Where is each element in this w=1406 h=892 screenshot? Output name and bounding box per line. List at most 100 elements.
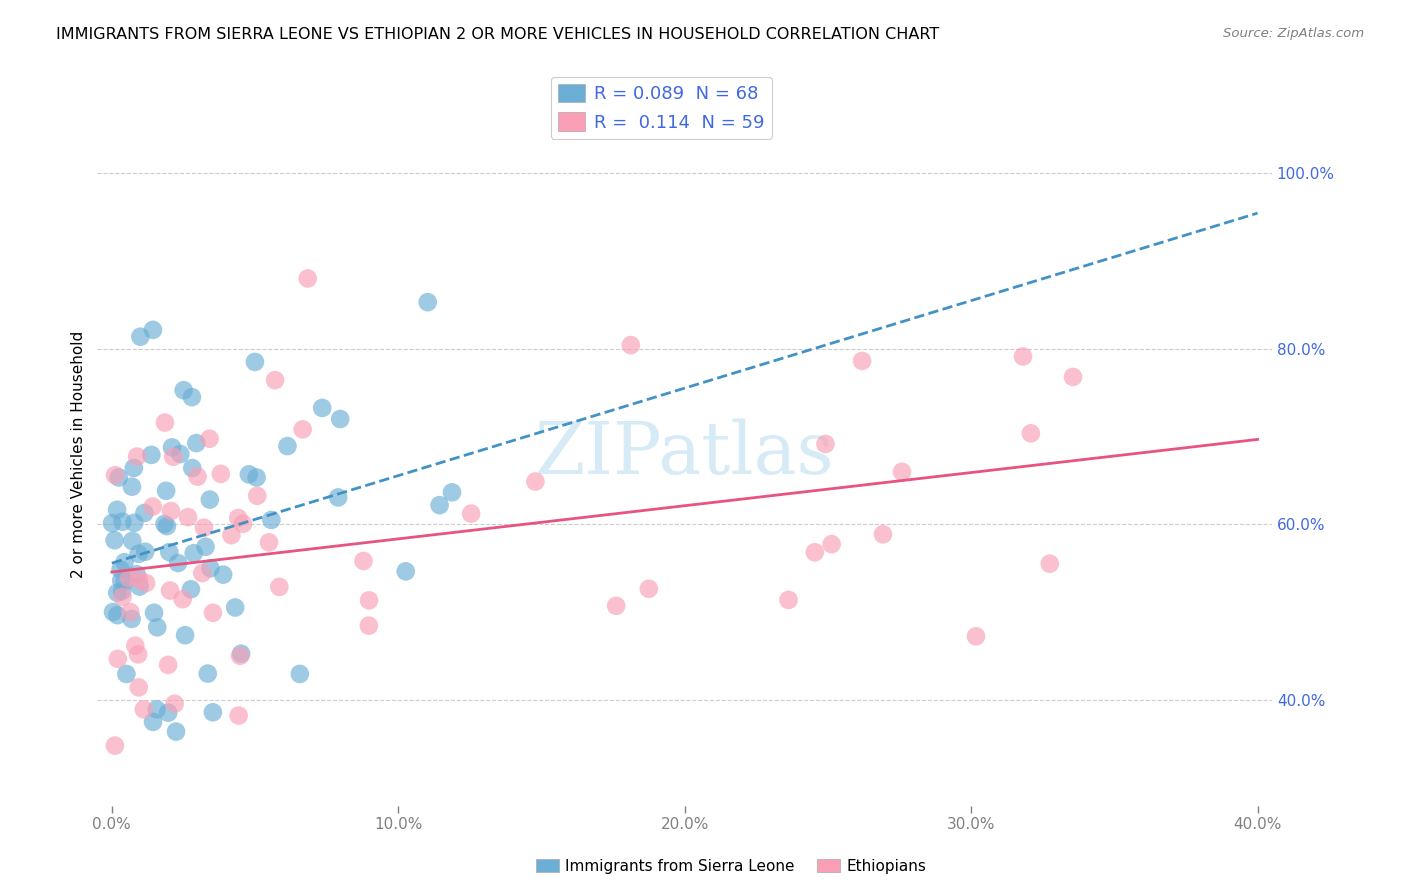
Immigrants from Sierra Leone: [395, 565, 418, 579]
Ethiopians: [965, 629, 987, 643]
Immigrants from Sierra Leone: [429, 498, 451, 512]
Immigrants from Sierra Leone: [440, 485, 463, 500]
Ethiopians: [232, 516, 254, 531]
Ethiopians: [226, 511, 249, 525]
Immigrants from Sierra Leone: [115, 667, 138, 681]
Ethiopians: [821, 537, 844, 551]
Immigrants from Sierra Leone: [111, 515, 134, 529]
Immigrants from Sierra Leone: [224, 600, 246, 615]
Ethiopians: [357, 618, 380, 632]
Immigrants from Sierra Leone: [165, 724, 187, 739]
Ethiopians: [124, 639, 146, 653]
Immigrants from Sierra Leone: [114, 574, 136, 589]
Immigrants from Sierra Leone: [180, 582, 202, 597]
Immigrants from Sierra Leone: [121, 612, 143, 626]
Ethiopians: [111, 590, 134, 604]
Ethiopians: [353, 554, 375, 568]
Ethiopians: [524, 475, 547, 489]
Immigrants from Sierra Leone: [155, 483, 177, 498]
Ethiopians: [872, 527, 894, 541]
Immigrants from Sierra Leone: [146, 620, 169, 634]
Ethiopians: [162, 450, 184, 464]
Ethiopians: [891, 465, 914, 479]
Ethiopians: [127, 648, 149, 662]
Text: ZIPatlas: ZIPatlas: [534, 419, 835, 490]
Ethiopians: [814, 437, 837, 451]
Immigrants from Sierra Leone: [288, 667, 311, 681]
Immigrants from Sierra Leone: [186, 436, 208, 450]
Immigrants from Sierra Leone: [103, 533, 125, 548]
Immigrants from Sierra Leone: [260, 513, 283, 527]
Immigrants from Sierra Leone: [122, 461, 145, 475]
Ethiopians: [153, 416, 176, 430]
Immigrants from Sierra Leone: [101, 605, 124, 619]
Immigrants from Sierra Leone: [167, 556, 190, 570]
Ethiopians: [193, 521, 215, 535]
Ethiopians: [201, 606, 224, 620]
Ethiopians: [160, 504, 183, 518]
Ethiopians: [128, 681, 150, 695]
Ethiopians: [128, 573, 150, 587]
Immigrants from Sierra Leone: [243, 355, 266, 369]
Ethiopians: [357, 593, 380, 607]
Ethiopians: [605, 599, 627, 613]
Ethiopians: [107, 652, 129, 666]
Legend: R = 0.089  N = 68, R =  0.114  N = 59: R = 0.089 N = 68, R = 0.114 N = 59: [551, 77, 772, 139]
Immigrants from Sierra Leone: [201, 706, 224, 720]
Immigrants from Sierra Leone: [129, 329, 152, 343]
Immigrants from Sierra Leone: [328, 491, 350, 505]
Immigrants from Sierra Leone: [124, 516, 146, 530]
Immigrants from Sierra Leone: [311, 401, 333, 415]
Ethiopians: [120, 605, 142, 619]
Ethiopians: [118, 571, 141, 585]
Immigrants from Sierra Leone: [183, 546, 205, 560]
Immigrants from Sierra Leone: [141, 448, 163, 462]
Ethiopians: [135, 576, 157, 591]
Immigrants from Sierra Leone: [143, 606, 166, 620]
Immigrants from Sierra Leone: [128, 580, 150, 594]
Immigrants from Sierra Leone: [181, 461, 204, 475]
Immigrants from Sierra Leone: [107, 608, 129, 623]
Immigrants from Sierra Leone: [238, 467, 260, 482]
Ethiopians: [1062, 370, 1084, 384]
Ethiopians: [177, 510, 200, 524]
Immigrants from Sierra Leone: [229, 647, 252, 661]
Immigrants from Sierra Leone: [329, 412, 352, 426]
Ethiopians: [257, 535, 280, 549]
Immigrants from Sierra Leone: [125, 567, 148, 582]
Immigrants from Sierra Leone: [200, 561, 222, 575]
Immigrants from Sierra Leone: [157, 545, 180, 559]
Immigrants from Sierra Leone: [105, 503, 128, 517]
Immigrants from Sierra Leone: [134, 545, 156, 559]
Ethiopians: [460, 507, 482, 521]
Immigrants from Sierra Leone: [142, 714, 165, 729]
Immigrants from Sierra Leone: [157, 706, 180, 720]
Ethiopians: [159, 583, 181, 598]
Ethiopians: [804, 545, 827, 559]
Ethiopians: [104, 739, 127, 753]
Ethiopians: [157, 657, 180, 672]
Immigrants from Sierra Leone: [156, 519, 179, 533]
Ethiopians: [229, 648, 252, 663]
Immigrants from Sierra Leone: [111, 584, 134, 599]
Immigrants from Sierra Leone: [121, 533, 143, 548]
Ethiopians: [172, 592, 194, 607]
Ethiopians: [778, 593, 800, 607]
Immigrants from Sierra Leone: [212, 567, 235, 582]
Ethiopians: [297, 271, 319, 285]
Immigrants from Sierra Leone: [121, 480, 143, 494]
Immigrants from Sierra Leone: [246, 470, 269, 484]
Ethiopians: [851, 354, 873, 368]
Immigrants from Sierra Leone: [142, 323, 165, 337]
Ethiopians: [264, 373, 287, 387]
Ethiopians: [198, 432, 221, 446]
Ethiopians: [1039, 557, 1062, 571]
Immigrants from Sierra Leone: [101, 516, 124, 530]
Immigrants from Sierra Leone: [198, 492, 221, 507]
Ethiopians: [142, 500, 165, 514]
Immigrants from Sierra Leone: [194, 540, 217, 554]
Immigrants from Sierra Leone: [173, 383, 195, 397]
Ethiopians: [221, 528, 243, 542]
Immigrants from Sierra Leone: [134, 506, 156, 520]
Legend: Immigrants from Sierra Leone, Ethiopians: Immigrants from Sierra Leone, Ethiopians: [530, 853, 932, 880]
